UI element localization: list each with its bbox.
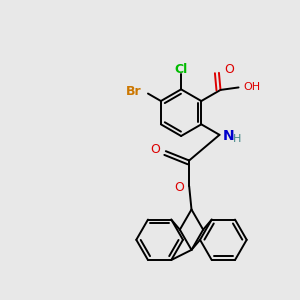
- Text: O: O: [150, 143, 160, 156]
- Text: H: H: [232, 134, 241, 144]
- Text: OH: OH: [244, 82, 261, 92]
- Text: O: O: [224, 63, 234, 76]
- Text: N: N: [223, 129, 235, 143]
- Text: Br: Br: [125, 85, 141, 98]
- Text: Cl: Cl: [175, 63, 188, 76]
- Text: O: O: [174, 181, 184, 194]
